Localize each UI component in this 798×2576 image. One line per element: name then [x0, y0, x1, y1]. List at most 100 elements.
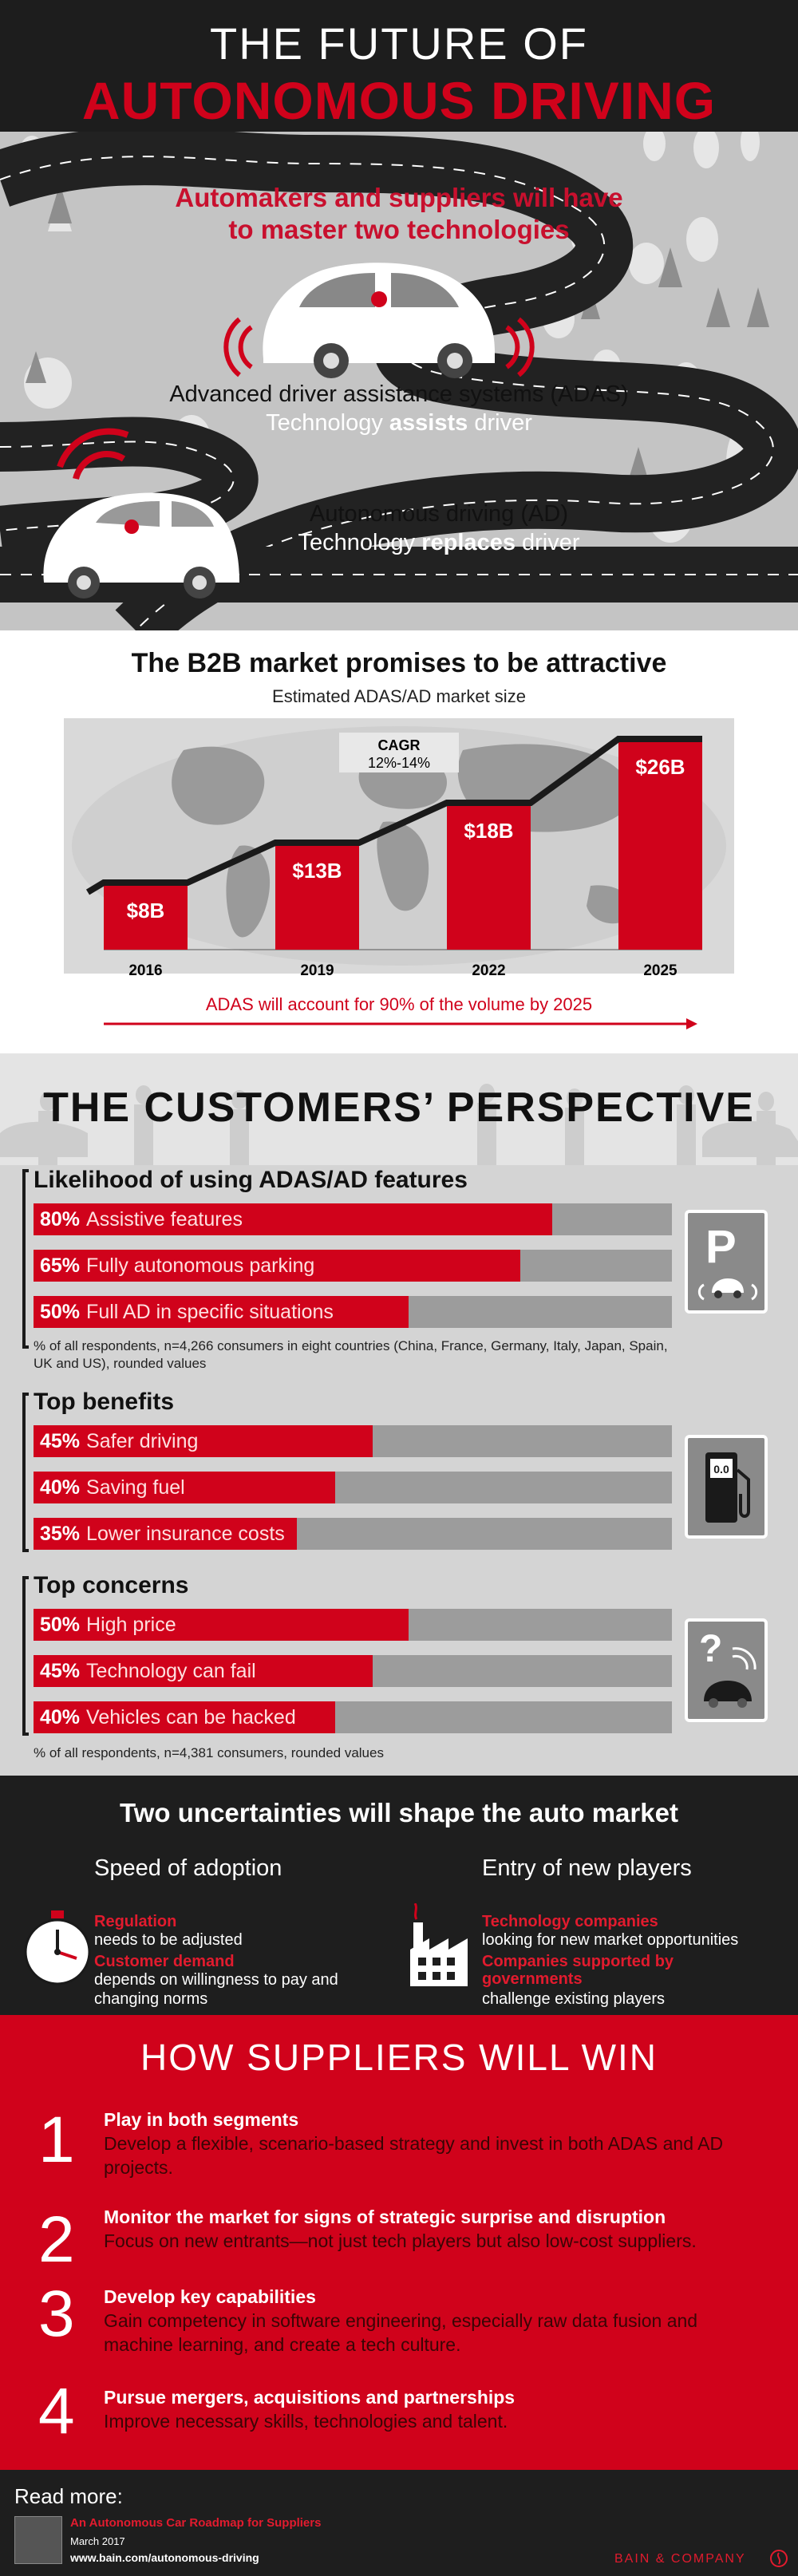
speed-of-adoption-heading: Speed of adoption — [94, 1855, 282, 1881]
parking-car-icon: P — [697, 1221, 758, 1301]
likelihood-bracket — [22, 1169, 29, 1349]
bar-text: 45% Safer driving — [40, 1430, 198, 1453]
bar-fill — [34, 1609, 409, 1641]
benefits-bar-3: 35% Lower insurance costs — [34, 1518, 672, 1550]
cagr-label: CAGR — [378, 737, 421, 753]
ad-car-label: AD — [120, 546, 148, 570]
bar-value-label: $18B — [464, 819, 513, 843]
report-url-link[interactable]: www.bain.com/autonomous-driving — [70, 2551, 259, 2564]
report-date: March 2017 — [70, 2535, 125, 2547]
bar-label: Saving fuel — [86, 1476, 185, 1499]
step-body-1: Develop a flexible, scenario-based strat… — [104, 2133, 724, 2178]
bar-text: 50% High price — [40, 1614, 176, 1637]
benefits-bar-2: 40% Saving fuel — [34, 1472, 672, 1503]
bar-pct: 35% — [40, 1523, 81, 1545]
report-link[interactable]: An Autonomous Car Roadmap for Suppliers — [70, 2516, 322, 2530]
adas-subtitle: Technology assists driver — [152, 410, 646, 437]
bar-text: 40% Saving fuel — [40, 1476, 185, 1499]
footnote-arrow-head — [686, 1018, 697, 1029]
benefits-heading: Top benefits — [34, 1389, 175, 1415]
likelihood-bar-1: 80% Assistive features — [34, 1203, 672, 1235]
bar-text: 45% Technology can fail — [40, 1660, 256, 1683]
entry-new-players-heading: Entry of new players — [482, 1855, 692, 1881]
step-number-4: 4 — [38, 2375, 75, 2448]
adas-car-label: ADAS — [347, 316, 404, 340]
bar-pct: 65% — [40, 1254, 81, 1277]
bars-layer: $8B $13B $18B $26B — [104, 742, 702, 950]
market-title: The B2B market promises to be attractive — [131, 648, 667, 678]
bar-2019 — [275, 846, 359, 950]
customer-demand-label: Customer demand — [94, 1953, 235, 1970]
hero-subtitle: Automakers and suppliers will have to ma… — [120, 182, 678, 246]
customers-section: THE CUSTOMERS’ PERSPECTIVE Likelihood of… — [0, 1053, 798, 1776]
brand-logo-text: BAIN & COMPANY — [614, 2552, 746, 2566]
step-body-2: Focus on new entrants—not just tech play… — [104, 2230, 697, 2251]
ad-title: Autonomous driving (AD) — [310, 501, 568, 527]
step-heading-4: Pursue mergers, acquisitions and partner… — [104, 2387, 516, 2408]
customers-title: THE CUSTOMERS’ PERSPECTIVE — [43, 1085, 755, 1131]
concerns-note: % of all respondents, n=4,381 consumers,… — [34, 1745, 384, 1760]
step-number-3: 3 — [38, 2278, 75, 2350]
stopwatch-icon — [24, 1910, 91, 1985]
uncertainties-section: Two uncertainties will shape the auto ma… — [0, 1776, 798, 2015]
bar-fill — [34, 1250, 520, 1282]
step-body-4: Improve necessary skills, technologies a… — [104, 2411, 508, 2432]
likelihood-bar-2: 65% Fully autonomous parking — [34, 1250, 672, 1282]
bar-2016 — [104, 886, 188, 950]
hero-section: ADAS AD THE FUTURE OF AUTONOMOUS DRIVING… — [0, 0, 798, 630]
hero-title-line2: AUTONOMOUS DRIVING — [81, 71, 717, 130]
bar-label: High price — [86, 1614, 176, 1636]
bar-label: Assistive features — [86, 1208, 243, 1231]
regulation-label: Regulation — [94, 1913, 177, 1930]
read-more-heading: Read more: — [14, 2484, 123, 2508]
question-car-icon: ? — [685, 1618, 768, 1722]
year-labels: 2016 2019 2022 2025 — [128, 962, 678, 979]
bar-pct: 45% — [40, 1660, 81, 1682]
question-car-drawing: ? — [699, 1628, 757, 1708]
bar-pct: 50% — [40, 1614, 81, 1636]
footer: Read more: An Autonomous Car Roadmap for… — [0, 2470, 798, 2576]
bar-2025 — [618, 742, 702, 950]
brand-logo-icon — [770, 2550, 788, 2567]
concerns-heading: Top concerns — [34, 1572, 189, 1598]
bar-label: Full AD in specific situations — [86, 1301, 334, 1323]
hero-title-band — [0, 0, 798, 132]
likelihood-note: % of all respondents, n=4,266 consumers … — [34, 1338, 668, 1371]
regulation-text: needs to be adjusted — [94, 1931, 243, 1949]
bar-pct: 40% — [40, 1706, 81, 1729]
year-tick-label: 2022 — [472, 962, 505, 979]
tech-companies-label: Technology companies — [482, 1913, 658, 1930]
adas-title: Advanced driver assistance systems (ADAS… — [169, 381, 629, 407]
bar-fill — [34, 1425, 373, 1457]
tech-companies-text: looking for new market opportunities — [482, 1931, 739, 1949]
ad-sub-pre: Technology — [298, 530, 422, 555]
report-thumbnail[interactable] — [14, 2516, 62, 2564]
step-number-1: 1 — [38, 2104, 75, 2176]
ad-car-illustration — [43, 428, 239, 599]
adas-sub-bold: assists — [389, 410, 468, 436]
bar-label: Vehicles can be hacked — [86, 1706, 296, 1729]
concerns-bracket — [22, 1576, 29, 1736]
bar-fill — [34, 1296, 409, 1328]
step-number-2: 2 — [38, 2203, 75, 2276]
question-icon-text: ? — [699, 1628, 722, 1670]
bar-text: 80% Assistive features — [40, 1208, 243, 1231]
bar-2022 — [447, 806, 531, 950]
concerns-bar-2: 45% Technology can fail — [34, 1655, 672, 1687]
bar-label: Safer driving — [86, 1430, 199, 1452]
bar-label: Fully autonomous parking — [86, 1254, 315, 1277]
year-tick-label: 2025 — [643, 962, 678, 979]
step-heading-2: Monitor the market for signs of strategi… — [104, 2207, 666, 2227]
market-footnote: ADAS will account for 90% of the volume … — [206, 994, 592, 1014]
adas-sub-pre: Technology — [266, 410, 389, 436]
step-body-3: Gain competency in software engineering,… — [104, 2310, 698, 2355]
concerns-bar-3: 40% Vehicles can be hacked — [34, 1701, 672, 1733]
market-chart: $8B $13B $18B $26B CAGR 12%-14% 2016 2019 202… — [64, 718, 734, 1029]
benefits-bar-1: 45% Safer driving — [34, 1425, 672, 1457]
ad-sub-bold: replaces — [421, 530, 516, 555]
ad-sub-post: driver — [515, 530, 580, 555]
adas-car-illustration — [223, 263, 535, 378]
step-heading-3: Develop key capabilities — [104, 2286, 316, 2307]
bar-fill — [34, 1472, 335, 1503]
